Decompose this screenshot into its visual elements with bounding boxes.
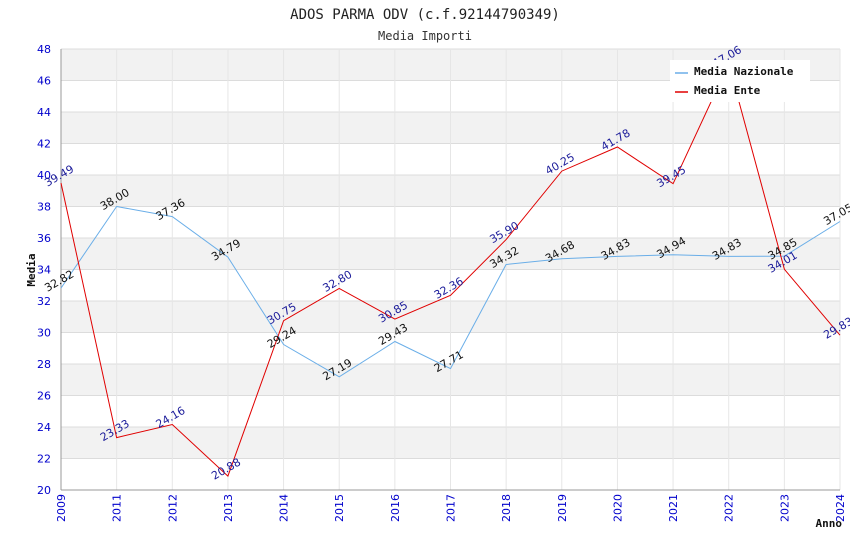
- y-tick-label: 28: [37, 358, 51, 371]
- legend-box: [670, 60, 810, 102]
- x-tick-label: 2012: [166, 494, 179, 522]
- series-lines: [60, 62, 841, 477]
- x-tick-label: 2013: [222, 494, 235, 522]
- y-tick-label: 48: [37, 43, 51, 56]
- y-tick-label: 40: [37, 169, 51, 182]
- legend-label-nazionale: Media Nazionale: [694, 65, 794, 78]
- legend: Media Nazionale Media Ente: [670, 60, 810, 102]
- y-tick-label: 26: [37, 390, 51, 403]
- y-tick-label: 46: [37, 75, 51, 88]
- y-axis-ticks: 20 22 24 26 28 30 32 34 36 38 40 42 44 46 48: [37, 43, 51, 497]
- x-tick-label: 2015: [333, 494, 346, 522]
- chart-subtitle: Media Importi: [378, 29, 472, 43]
- x-tick-label: 2009: [55, 494, 68, 522]
- y-tick-label: 42: [37, 138, 51, 151]
- series-line-1: [60, 62, 841, 477]
- x-tick-label: 2016: [389, 494, 402, 522]
- y-tick-label: 20: [37, 484, 51, 497]
- y-axis-label: Media: [25, 253, 38, 286]
- x-axis-label: Anno: [816, 517, 843, 530]
- y-tick-label: 30: [37, 327, 51, 340]
- chart-title: ADOS PARMA ODV (c.f.92144790349): [290, 7, 560, 23]
- y-tick-label: 38: [37, 201, 51, 214]
- y-tick-label: 36: [37, 232, 51, 245]
- x-axis-ticks: 2009 2011 2012 2013 2014 2015 2016 2017 2018 2019…: [55, 494, 847, 522]
- x-tick-label: 2011: [111, 494, 124, 522]
- series-line-0: [60, 205, 841, 378]
- x-tick-label: 2017: [445, 494, 458, 522]
- x-tick-label: 2019: [556, 494, 569, 522]
- data-label: 32.80: [321, 268, 355, 295]
- data-label: 20.88: [209, 456, 243, 483]
- grid-bands: [60, 48, 841, 491]
- legend-label-ente: Media Ente: [694, 84, 761, 97]
- y-tick-label: 44: [37, 106, 51, 119]
- x-tick-label: 2024: [834, 494, 847, 522]
- y-tick-label: 24: [37, 421, 51, 434]
- x-tick-label: 2021: [667, 494, 680, 522]
- x-tick-label: 2020: [611, 494, 624, 522]
- y-tick-label: 22: [37, 453, 51, 466]
- x-tick-label: 2014: [278, 494, 291, 522]
- y-tick-label: 32: [37, 295, 51, 308]
- x-tick-label: 2018: [500, 494, 513, 522]
- x-tick-label: 2022: [723, 494, 736, 522]
- data-label: 32.36: [432, 275, 466, 302]
- y-tick-label: 34: [37, 264, 51, 277]
- x-tick-label: 2023: [778, 494, 791, 522]
